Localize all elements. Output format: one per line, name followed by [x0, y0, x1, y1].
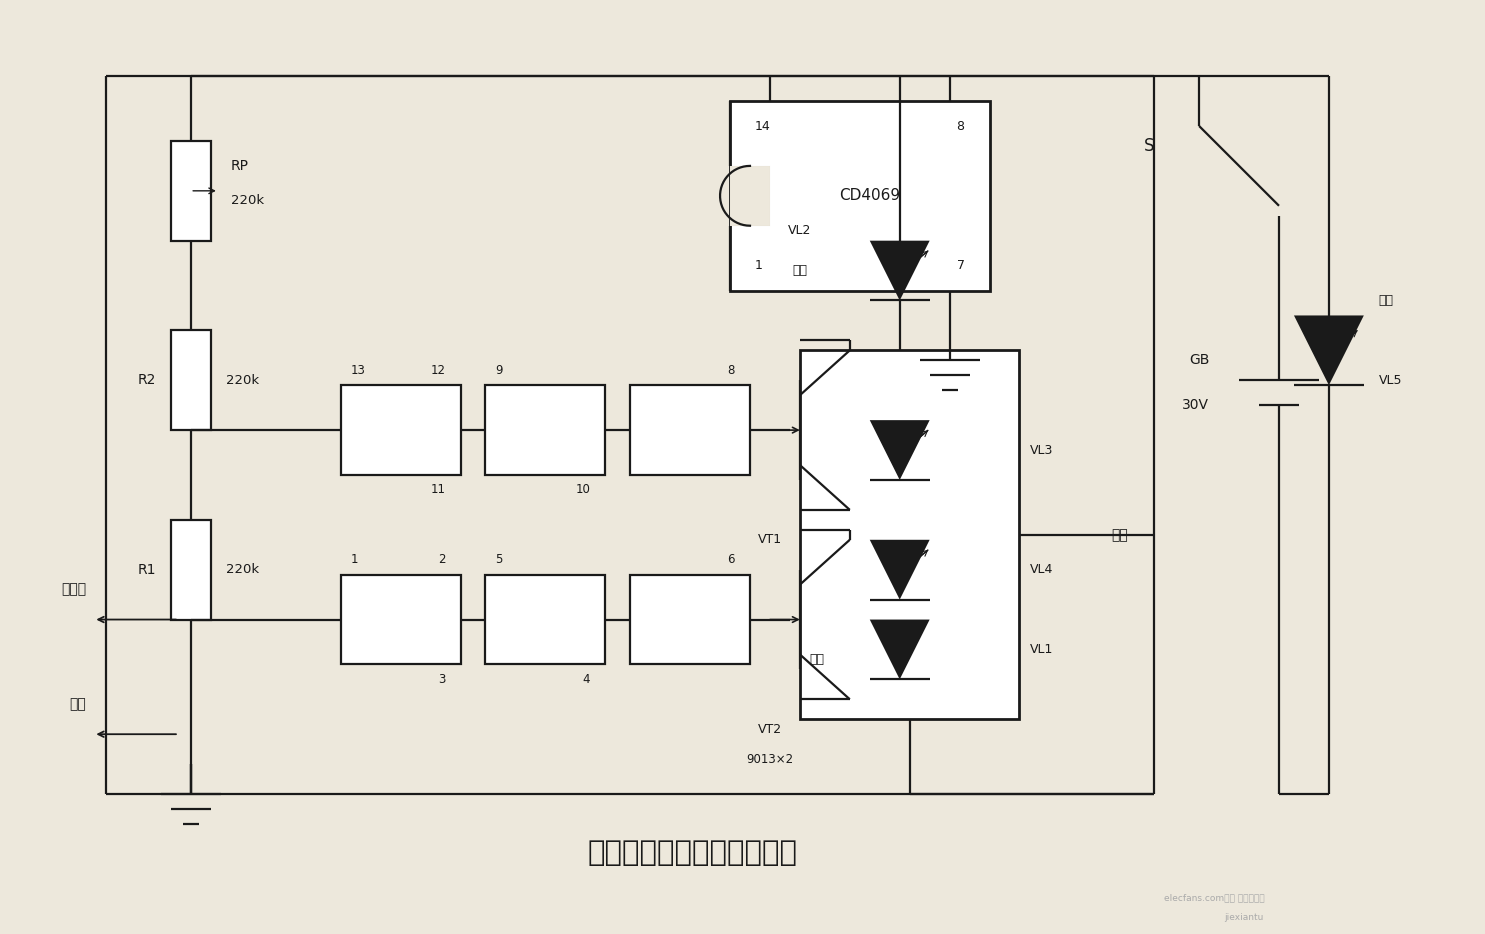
Text: 探头: 探头 [70, 698, 86, 712]
Bar [171, 331, 211, 431]
Text: R1: R1 [138, 562, 156, 576]
Text: VL5: VL5 [1378, 374, 1402, 387]
Bar [340, 574, 460, 664]
Text: 绿色: 绿色 [1378, 294, 1394, 307]
Text: 3: 3 [438, 672, 446, 686]
Text: 14: 14 [754, 120, 771, 133]
Bar [486, 574, 606, 664]
Text: S: S [1143, 137, 1154, 155]
Text: 220k: 220k [226, 374, 258, 387]
Bar [171, 520, 211, 619]
Bar [630, 574, 750, 664]
Text: VT1: VT1 [757, 533, 783, 546]
Text: CD4069: CD4069 [839, 189, 900, 204]
Text: 9013×2: 9013×2 [747, 753, 793, 766]
Text: 13: 13 [350, 363, 365, 376]
Text: jiexiantu: jiexiantu [1224, 913, 1264, 922]
Bar [486, 385, 606, 475]
Text: RP: RP [232, 159, 249, 173]
Text: 1: 1 [350, 553, 358, 566]
Text: 红色: 红色 [809, 653, 824, 666]
Text: 多功能导电能力测试仪电路: 多功能导电能力测试仪电路 [588, 839, 797, 867]
Bar [731, 101, 989, 290]
Text: 12: 12 [431, 363, 446, 376]
Text: 220k: 220k [232, 194, 264, 207]
Text: 11: 11 [431, 484, 446, 497]
Bar [171, 141, 211, 241]
Text: 2: 2 [438, 553, 446, 566]
Bar [731, 166, 769, 226]
Text: VL4: VL4 [1029, 563, 1053, 576]
Text: 6: 6 [728, 553, 735, 566]
Text: 红色柱: 红色柱 [61, 583, 86, 597]
Text: VL2: VL2 [789, 224, 812, 237]
Text: 220k: 220k [226, 563, 258, 576]
Bar [630, 385, 750, 475]
Text: VL1: VL1 [1029, 643, 1053, 656]
Polygon shape [870, 420, 930, 480]
Text: GB: GB [1189, 353, 1209, 367]
Text: 9: 9 [496, 363, 503, 376]
Text: 4: 4 [582, 672, 590, 686]
Polygon shape [1293, 316, 1363, 385]
Text: 8: 8 [728, 363, 735, 376]
Text: VT2: VT2 [757, 723, 783, 736]
Bar [340, 385, 460, 475]
Text: 1: 1 [754, 259, 763, 272]
Polygon shape [870, 619, 930, 679]
Text: 绿色: 绿色 [793, 264, 808, 277]
Text: 30V: 30V [1182, 398, 1209, 412]
Polygon shape [870, 540, 930, 600]
Text: elecfans.com传媒 电子爱好者: elecfans.com传媒 电子爱好者 [1164, 893, 1265, 902]
Text: 8: 8 [956, 120, 965, 133]
Text: 双色: 双色 [1111, 528, 1127, 542]
Bar [800, 350, 1020, 719]
Text: 7: 7 [956, 259, 965, 272]
Text: VL3: VL3 [1029, 444, 1053, 457]
Text: R2: R2 [138, 374, 156, 388]
Text: 5: 5 [496, 553, 503, 566]
Text: 10: 10 [575, 484, 590, 497]
Polygon shape [870, 241, 930, 301]
